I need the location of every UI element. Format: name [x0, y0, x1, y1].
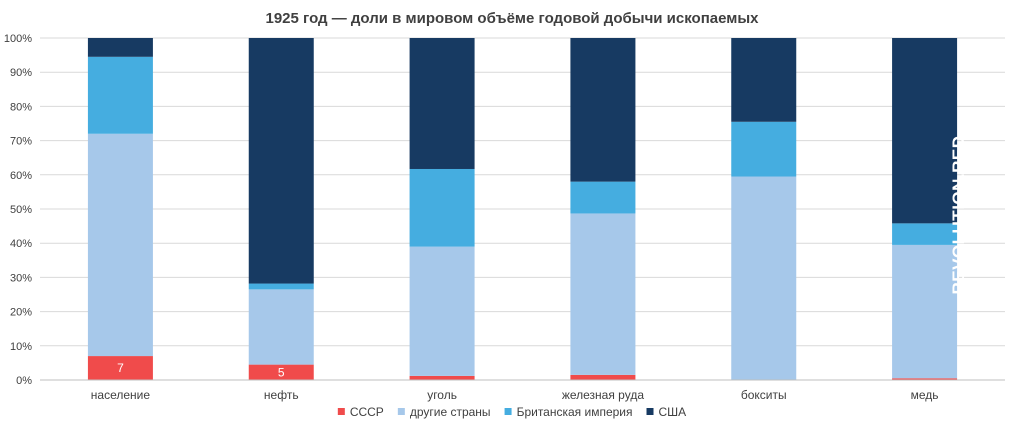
y-tick-label: 20%: [10, 307, 32, 319]
bar-segment: [409, 168, 475, 247]
bar-segment: [570, 213, 636, 375]
legend-label: СССР: [350, 405, 384, 419]
bar-segment: [731, 38, 797, 122]
legend-label: Британская империя: [517, 405, 633, 419]
bar-segment: [570, 374, 636, 380]
bar-segment: [87, 38, 153, 57]
x-tick-label: медь: [911, 388, 939, 402]
y-tick-label: 90%: [10, 67, 32, 79]
y-tick-label: 70%: [10, 136, 32, 148]
bar-segment: [248, 289, 314, 365]
bar-segment: [570, 181, 636, 214]
x-tick-label: бокситы: [741, 388, 787, 402]
gridlines: [40, 37, 1005, 347]
bar-segment: [87, 133, 153, 357]
y-tick-label: 100%: [4, 33, 32, 45]
watermark: REVOLUTION.RED: [949, 135, 968, 294]
axes: 0% 10% 20% 30% 40% 50% 60% 70% 80% 90% 100% населен…: [4, 33, 1005, 402]
bar-segment: [409, 375, 475, 380]
bar-segment: [731, 121, 797, 177]
y-tick-label: 50%: [10, 204, 32, 216]
legend-label: США: [659, 405, 687, 419]
legend: СССР другие страны Британская империя США: [337, 405, 687, 419]
y-tick-label: 10%: [10, 341, 32, 353]
legend-swatch: [397, 408, 405, 415]
y-tick-label: 80%: [10, 101, 32, 113]
bar-segment: [248, 364, 314, 380]
x-tick-label: нефть: [264, 388, 299, 402]
y-tick-label: 40%: [10, 238, 32, 250]
bar-segment: [892, 223, 958, 245]
bar-segment: [570, 38, 636, 182]
chart-title: 1925 год — доли в мировом объёме годовой…: [266, 10, 760, 27]
y-tick-label: 0%: [16, 375, 32, 387]
legend-swatch: [337, 408, 345, 415]
bar-segment: [731, 176, 797, 380]
data-label: 7: [117, 361, 124, 375]
bars: [87, 38, 958, 380]
bar-segment: [409, 246, 475, 376]
bar-segment: [409, 38, 475, 169]
legend-swatch: [646, 408, 654, 415]
bar-segment: [87, 56, 153, 134]
data-label: 5: [278, 365, 285, 379]
x-tick-label: население: [91, 388, 151, 402]
bar-segment: [87, 356, 153, 380]
bar-segment: [248, 283, 314, 290]
x-tick-label: уголь: [427, 388, 457, 402]
legend-label: другие страны: [410, 405, 491, 419]
y-tick-label: 30%: [10, 272, 32, 284]
x-tick-label: железная руда: [562, 388, 644, 402]
bar-segment: [892, 38, 958, 224]
bar-segment: [892, 378, 958, 380]
y-tick-label: 60%: [10, 170, 32, 182]
bar-segment: [892, 244, 958, 379]
legend-swatch: [504, 408, 512, 415]
bar-segment: [248, 38, 314, 284]
